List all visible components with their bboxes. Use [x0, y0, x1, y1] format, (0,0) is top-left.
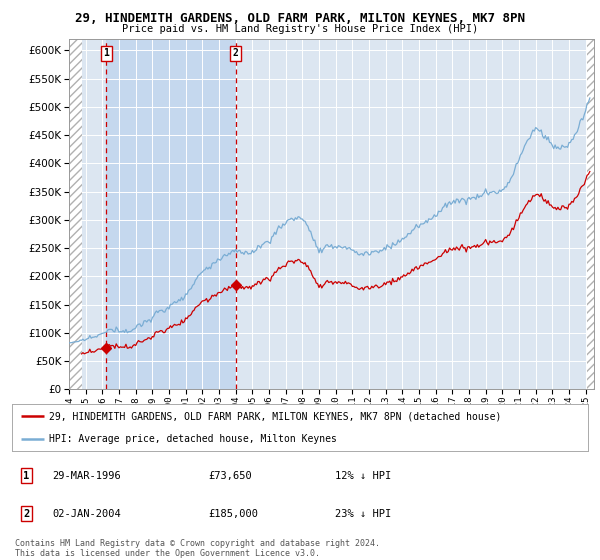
Text: 2: 2 — [23, 508, 29, 519]
Text: 1: 1 — [23, 471, 29, 481]
Text: £185,000: £185,000 — [208, 508, 258, 519]
Text: 2: 2 — [233, 48, 239, 58]
Text: 12% ↓ HPI: 12% ↓ HPI — [335, 471, 391, 481]
Text: 29-MAR-1996: 29-MAR-1996 — [52, 471, 121, 481]
Text: 29, HINDEMITH GARDENS, OLD FARM PARK, MILTON KEYNES, MK7 8PN: 29, HINDEMITH GARDENS, OLD FARM PARK, MI… — [75, 12, 525, 25]
Text: 02-JAN-2004: 02-JAN-2004 — [52, 508, 121, 519]
Text: £73,650: £73,650 — [208, 471, 251, 481]
Text: 1: 1 — [103, 48, 109, 58]
Text: 29, HINDEMITH GARDENS, OLD FARM PARK, MILTON KEYNES, MK7 8PN (detached house): 29, HINDEMITH GARDENS, OLD FARM PARK, MI… — [49, 412, 502, 422]
Bar — [106, 39, 236, 389]
Text: Contains HM Land Registry data © Crown copyright and database right 2024.
This d: Contains HM Land Registry data © Crown c… — [15, 539, 380, 558]
Text: HPI: Average price, detached house, Milton Keynes: HPI: Average price, detached house, Milt… — [49, 433, 337, 444]
Text: Price paid vs. HM Land Registry's House Price Index (HPI): Price paid vs. HM Land Registry's House … — [122, 24, 478, 34]
Text: 23% ↓ HPI: 23% ↓ HPI — [335, 508, 391, 519]
